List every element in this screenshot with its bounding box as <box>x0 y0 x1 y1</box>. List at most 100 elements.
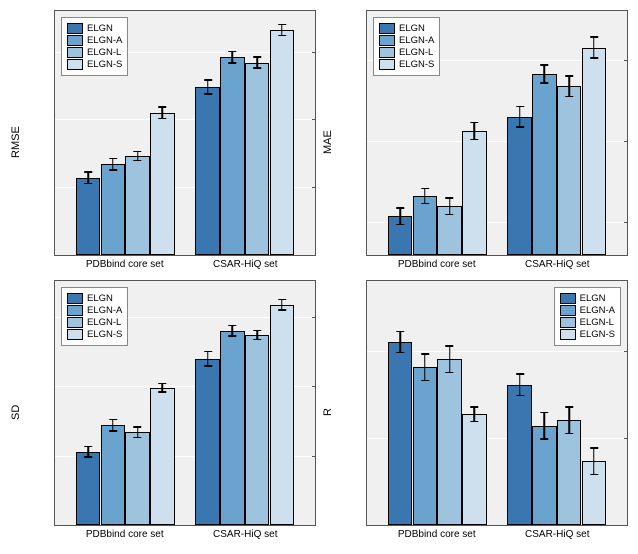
ytick-label: 1.75 <box>54 46 55 57</box>
panel-sd: SD1.001.251.501.75ELGNELGN-AELGN-LELGN-S… <box>10 280 316 544</box>
error-bar <box>281 300 283 310</box>
plot-wrap: 0.60.70.8ELGNELGN-AELGN-LELGN-SPDBbind c… <box>338 280 628 544</box>
bar <box>437 359 462 525</box>
plot-area: 0.60.70.8ELGNELGN-AELGN-LELGN-S <box>366 280 628 526</box>
legend-label: ELGN-A <box>87 35 122 46</box>
legend-swatch <box>67 293 83 304</box>
ytick-label: 1.2 <box>366 136 367 147</box>
error-bar <box>424 189 426 204</box>
ytick-mark <box>312 119 316 120</box>
error-bar <box>544 65 546 83</box>
xlabel: PDBbind core set <box>398 259 476 270</box>
error-bar <box>544 413 546 439</box>
bar <box>101 425 126 525</box>
xlabel: CSAR-HiQ set <box>525 259 589 270</box>
legend-label: ELGN-A <box>399 35 434 46</box>
legend-swatch <box>560 305 576 316</box>
legend-swatch <box>560 317 576 328</box>
bar <box>150 388 175 525</box>
xlabel: CSAR-HiQ set <box>213 259 277 270</box>
bar <box>270 30 295 255</box>
bar <box>413 196 438 255</box>
legend-swatch <box>379 59 395 70</box>
legend: ELGNELGN-AELGN-LELGN-S <box>373 17 440 76</box>
legend-label: ELGN <box>399 23 425 34</box>
ytick-mark <box>624 222 628 223</box>
error-bar <box>449 346 451 372</box>
bar <box>462 131 487 255</box>
bar <box>413 367 438 525</box>
bar <box>462 414 487 525</box>
error-bar <box>449 198 451 214</box>
ylabel: RMSE <box>10 10 26 274</box>
bar <box>532 426 557 525</box>
error-bar <box>112 159 114 170</box>
legend-row: ELGN-A <box>67 305 122 316</box>
xlabels: PDBbind core set CSAR-HiQ set <box>54 526 316 544</box>
plot-area: 1.001.251.501.75ELGNELGN-AELGN-LELGN-S <box>54 280 316 526</box>
ytick-label: 1.4 <box>366 54 367 65</box>
ytick-label: 1.0 <box>366 217 367 228</box>
bar <box>195 87 220 255</box>
error-bar <box>399 208 401 224</box>
legend-label: ELGN-S <box>580 329 615 340</box>
xlabel: PDBbind core set <box>86 529 164 540</box>
ylabel: SD <box>10 280 26 544</box>
legend-row: ELGN-S <box>67 329 122 340</box>
error-bar <box>474 123 476 139</box>
ytick-mark <box>312 317 316 318</box>
legend-swatch <box>67 35 83 46</box>
legend: ELGNELGN-AELGN-LELGN-S <box>61 17 128 76</box>
chart-grid: RMSE1.001.251.501.75ELGNELGN-AELGN-LELGN… <box>10 10 628 544</box>
legend-swatch <box>67 23 83 34</box>
xlabel: CSAR-HiQ set <box>213 529 277 540</box>
ylabel: R <box>322 280 338 544</box>
error-bar <box>232 326 234 336</box>
bar <box>76 178 101 255</box>
panel-r: R0.60.70.8ELGNELGN-AELGN-LELGN-SPDBbind … <box>322 280 628 544</box>
plot-wrap: 1.001.251.501.75ELGNELGN-AELGN-LELGN-SPD… <box>26 10 316 274</box>
bar <box>220 57 245 255</box>
bar <box>101 164 126 255</box>
error-bar <box>162 107 164 118</box>
legend-label: ELGN-L <box>87 317 121 328</box>
legend-label: ELGN-L <box>580 317 614 328</box>
error-bar <box>87 447 89 457</box>
error-bar <box>207 80 209 94</box>
legend-row: ELGN-S <box>67 59 122 70</box>
legend-label: ELGN <box>580 293 606 304</box>
plot-wrap: 1.01.21.4ELGNELGN-AELGN-LELGN-SPDBbind c… <box>338 10 628 274</box>
xlabel: PDBbind core set <box>398 529 476 540</box>
ytick-label: 1.75 <box>54 312 55 323</box>
legend-row: ELGN-L <box>67 47 122 58</box>
legend-label: ELGN-S <box>87 59 122 70</box>
ytick-mark <box>624 60 628 61</box>
legend-label: ELGN-L <box>87 47 121 58</box>
plot-wrap: 1.001.251.501.75ELGNELGN-AELGN-LELGN-SPD… <box>26 280 316 544</box>
ytick-mark <box>624 351 628 352</box>
panel-rmse: RMSE1.001.251.501.75ELGNELGN-AELGN-LELGN… <box>10 10 316 274</box>
legend-label: ELGN <box>87 293 113 304</box>
bar <box>195 359 220 525</box>
xlabels: PDBbind core setCSAR-HiQ set <box>54 256 316 274</box>
bar <box>245 335 270 525</box>
legend-row: ELGN-L <box>67 317 122 328</box>
xlabels: PDBbind core set CSAR-HiQ set <box>366 256 628 274</box>
legend-row: ELGN-S <box>560 329 615 340</box>
legend-swatch <box>67 317 83 328</box>
ytick-mark <box>312 386 316 387</box>
legend: ELGNELGN-AELGN-LELGN-S <box>61 287 128 346</box>
legend-row: ELGN-L <box>379 47 434 58</box>
ytick-label: 1.50 <box>54 114 55 125</box>
legend-swatch <box>67 329 83 340</box>
legend-row: ELGN <box>379 23 434 34</box>
plot-area: 1.001.251.501.75ELGNELGN-AELGN-LELGN-S <box>54 10 316 256</box>
error-bar <box>399 332 401 353</box>
ytick-label: 1.50 <box>54 381 55 392</box>
legend-row: ELGN <box>67 23 122 34</box>
ytick-mark <box>624 141 628 142</box>
legend-swatch <box>560 293 576 304</box>
error-bar <box>474 407 476 421</box>
bar <box>220 331 245 525</box>
bar <box>507 385 532 525</box>
